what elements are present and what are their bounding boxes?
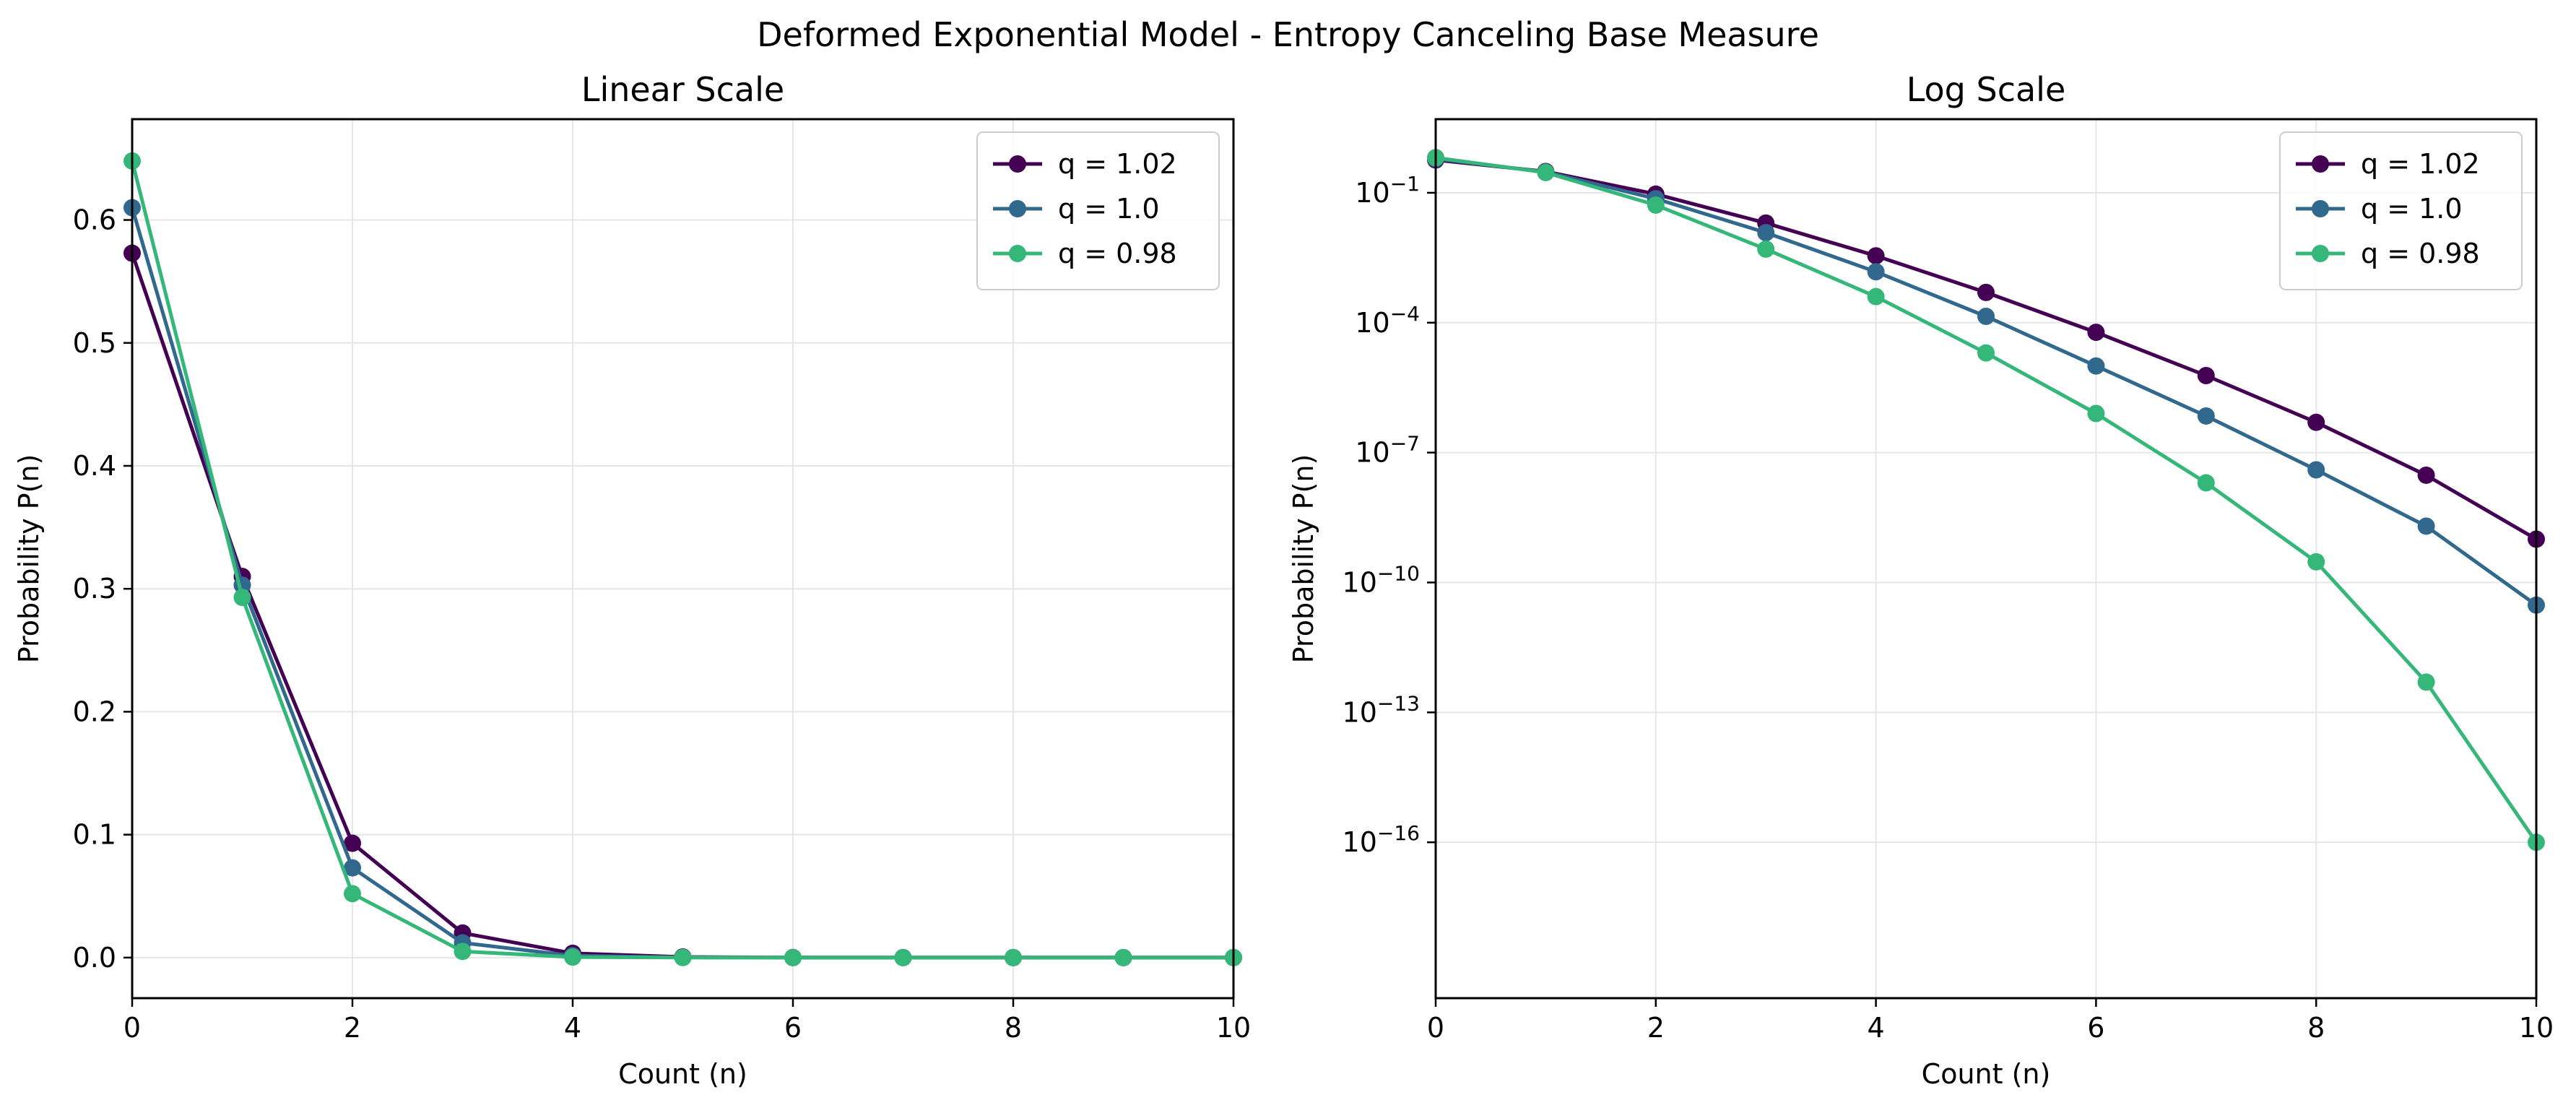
legend-label: q = 1.0: [1058, 193, 1160, 225]
x-axis-label: Count (n): [1922, 1058, 2051, 1090]
axes-frame: [1434, 118, 2538, 1000]
x-tick-label: 0: [123, 1012, 141, 1044]
y-tick-label: 10−7: [1355, 432, 1420, 469]
data-point: [344, 834, 361, 852]
x-tick-label: 4: [564, 1012, 581, 1044]
data-point: [1757, 224, 1775, 242]
chart-panel-1: 0 2 4 6 8 10 0.0 0.1 0.2 0.3 0.4 0.5 0.6 Linear Scale…: [13, 70, 1251, 1090]
data-point: [1537, 163, 1555, 181]
data-point: [1757, 240, 1775, 258]
legend-item: q = 1.02: [993, 148, 1177, 180]
x-tick-label: 2: [1647, 1012, 1665, 1044]
x-tick-label: 6: [2087, 1012, 2104, 1044]
series-3: [123, 152, 1242, 966]
y-axis-label: Probability P(n): [13, 454, 45, 664]
x-tick-label: 10: [2519, 1012, 2554, 1044]
legend: q = 1.02 q = 1.0 q = 0.98: [976, 131, 1220, 290]
y-tick-label: 0.2: [73, 696, 116, 727]
data-point: [2087, 357, 2105, 375]
data-point: [2417, 466, 2435, 484]
legend-label: q = 1.02: [2361, 148, 2480, 180]
legend-item: q = 1.0: [2296, 193, 2463, 225]
data-point: [2197, 407, 2215, 425]
legend-swatch-marker: [2312, 245, 2329, 262]
legend-swatch-marker: [1009, 200, 1026, 217]
data-point: [674, 948, 692, 966]
x-tick-label: 0: [1427, 1012, 1444, 1044]
x-axis-label: Count (n): [618, 1058, 747, 1090]
y-tick-label: 0.4: [73, 450, 116, 482]
series-1: [123, 244, 1242, 966]
legend-box: [2279, 131, 2523, 290]
series-3: [1427, 149, 2545, 852]
x-tick-label: 4: [1868, 1012, 1885, 1044]
data-point: [2087, 404, 2105, 423]
legend-item: q = 0.98: [2296, 238, 2480, 269]
legend-item: q = 0.98: [993, 238, 1177, 269]
data-point: [1867, 287, 1885, 306]
legend-label: q = 1.0: [2361, 193, 2463, 225]
legend-item: q = 1.02: [2296, 148, 2480, 180]
data-point: [1005, 948, 1022, 966]
series-2: [123, 199, 1242, 966]
y-tick-label: 0.6: [73, 204, 116, 236]
legend-swatch-marker: [2312, 155, 2329, 173]
chart-title: Linear Scale: [581, 70, 784, 109]
data-point: [2197, 367, 2215, 385]
data-point: [1647, 196, 1665, 214]
y-tick-label: 10−16: [1343, 821, 1420, 858]
data-point: [564, 948, 581, 966]
data-point: [1867, 247, 1885, 265]
y-tick-label: 0.1: [73, 819, 116, 851]
data-point: [1977, 283, 1995, 301]
data-point: [2417, 517, 2435, 535]
data-point: [2307, 413, 2325, 431]
y-tick-label: 10−1: [1355, 172, 1420, 209]
x-tick-label: 6: [784, 1012, 802, 1044]
data-point: [1977, 308, 1995, 326]
axes-frame: [131, 118, 1235, 1000]
data-point: [894, 948, 912, 966]
legend-swatch-marker: [1009, 245, 1026, 262]
data-point: [784, 948, 802, 966]
data-point: [2307, 461, 2325, 479]
legend-item: q = 1.0: [993, 193, 1160, 225]
y-tick-label: 0.3: [73, 573, 116, 605]
chart-title: Log Scale: [1907, 70, 2066, 109]
chart-panel-2: 0 2 4 6 8 10 10−1 10−4 10−7 10−10 10−13 10−16 Log Sc…: [1288, 70, 2554, 1090]
y-tick-label: 0.0: [73, 942, 116, 974]
data-point: [2087, 324, 2105, 342]
data-point: [1114, 948, 1132, 966]
series-line: [130, 207, 1233, 960]
series-line: [130, 252, 1233, 960]
data-point: [2197, 474, 2215, 492]
figure-title: Deformed Exponential Model - Entropy Can…: [757, 15, 1819, 54]
data-point: [2307, 553, 2325, 571]
legend-label: q = 0.98: [2361, 238, 2480, 269]
y-tick-label: 10−10: [1343, 561, 1420, 598]
legend-swatch-marker: [1009, 155, 1026, 173]
legend-swatch-marker: [2312, 200, 2329, 217]
legend-label: q = 1.02: [1058, 148, 1177, 180]
y-tick-label: 0.5: [73, 327, 116, 359]
data-point: [2417, 673, 2435, 691]
data-point: [1977, 344, 1995, 362]
x-tick-label: 8: [1005, 1012, 1022, 1044]
x-tick-label: 2: [344, 1012, 361, 1044]
x-tick-label: 8: [2307, 1012, 2325, 1044]
data-point: [344, 885, 361, 903]
x-tick-label: 10: [1216, 1012, 1251, 1044]
data-point: [454, 943, 472, 961]
y-axis-label: Probability P(n): [1288, 454, 1319, 664]
grid: [131, 119, 1234, 998]
data-point: [233, 589, 251, 607]
y-tick-label: 10−4: [1355, 302, 1420, 339]
legend: q = 1.02 q = 1.0 q = 0.98: [2279, 131, 2523, 290]
data-point: [1867, 263, 1885, 281]
legend-box: [976, 131, 1220, 290]
y-tick-label: 10−13: [1343, 691, 1420, 728]
data-point: [344, 859, 361, 877]
legend-label: q = 0.98: [1058, 238, 1177, 269]
